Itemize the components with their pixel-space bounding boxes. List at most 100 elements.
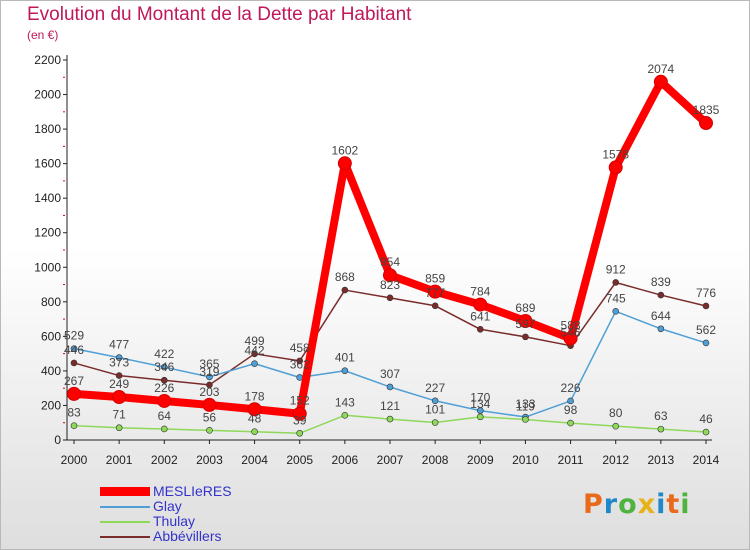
data-point (341, 367, 349, 375)
data-label: 83 (67, 406, 81, 420)
x-tick-label: 2014 (693, 453, 720, 467)
data-label: 689 (515, 301, 535, 315)
data-point (567, 397, 574, 405)
data-label: 422 (154, 347, 174, 361)
data-point (296, 429, 304, 437)
data-point (67, 386, 81, 401)
data-label: 46 (699, 412, 713, 426)
logo-letter: i (680, 489, 691, 520)
data-label: 71 (112, 408, 126, 422)
data-point (702, 339, 710, 347)
legend-label: Thulay (153, 513, 196, 529)
data-point (341, 411, 349, 419)
data-point (608, 160, 623, 175)
legend-swatch (100, 521, 150, 523)
data-label: 446 (64, 343, 84, 357)
data-label: 346 (154, 360, 174, 374)
x-tick-label: 2005 (286, 453, 313, 467)
x-tick-label: 2013 (648, 453, 675, 467)
x-tick-label: 2011 (558, 453, 584, 467)
data-point (70, 422, 78, 429)
x-tick-label: 2004 (241, 453, 268, 467)
x-tick-label: 2003 (196, 453, 223, 467)
data-label: 307 (380, 367, 400, 381)
data-label: 80 (609, 406, 623, 420)
data-label: 776 (696, 286, 716, 300)
logo-letter: r (603, 489, 619, 520)
data-label: 1835 (693, 103, 720, 117)
legend-swatch (100, 487, 150, 496)
chart-series (67, 74, 713, 437)
data-label: 597 (515, 317, 535, 331)
data-label: 133 (515, 397, 535, 411)
legend-label: Glay (153, 498, 182, 514)
data-label: 529 (64, 329, 84, 343)
proxiti-logo: Proxiti (583, 489, 691, 520)
data-label: 784 (470, 285, 490, 299)
x-tick-label: 2012 (602, 453, 629, 467)
data-label: 178 (245, 389, 265, 403)
data-point (115, 424, 123, 432)
data-label: 134 (470, 397, 490, 411)
data-label: 39 (293, 413, 307, 427)
data-point (657, 325, 665, 333)
data-label: 64 (158, 409, 172, 423)
data-label: 588 (561, 318, 581, 332)
data-label: 101 (425, 403, 445, 417)
data-point (115, 372, 123, 379)
data-label: 458 (290, 341, 310, 355)
x-tick-label: 2002 (151, 453, 178, 467)
data-label: 365 (199, 357, 219, 371)
x-tick-label: 2000 (61, 453, 88, 467)
y-tick-label: 1800 (34, 122, 61, 136)
data-point (431, 302, 439, 310)
data-label: 745 (606, 291, 626, 305)
data-label: 644 (651, 309, 671, 323)
data-point (160, 376, 168, 384)
data-point (473, 297, 488, 312)
y-tick-label: 0 (54, 433, 61, 447)
chart-data-labels: 267 249 226 203 178 152 1602 954 859 784 689 588 157… (64, 62, 720, 428)
data-point (522, 416, 529, 423)
data-label: 839 (651, 275, 671, 289)
data-point (612, 308, 620, 315)
data-label: 119 (516, 399, 535, 413)
data-point (653, 74, 668, 89)
data-point (157, 393, 172, 408)
logo-letter: P (583, 489, 604, 520)
data-point (657, 425, 665, 433)
data-label: 777 (425, 286, 445, 300)
data-label: 362 (290, 357, 310, 371)
data-point (563, 331, 578, 346)
chart-axes: 0 200 400 600 800 1000 1200 1400 1600 1800 2000 220… (34, 53, 719, 467)
legend-swatch (100, 506, 150, 508)
data-label: 226 (154, 381, 174, 395)
data-point (699, 116, 713, 131)
data-label: 499 (245, 334, 265, 348)
x-tick-label: 2008 (422, 453, 449, 467)
data-label: 152 (290, 394, 310, 408)
data-point (112, 389, 127, 404)
data-label: 319 (199, 365, 219, 379)
chart-title: Evolution du Montant de la Dette par Hab… (27, 4, 412, 25)
logo-letter: i (656, 489, 667, 520)
data-label: 954 (380, 255, 400, 269)
y-tick-label: 2200 (34, 53, 61, 67)
data-point (476, 413, 484, 421)
y-tick-label: 2000 (34, 88, 61, 102)
data-point (612, 279, 620, 286)
data-point (251, 360, 258, 367)
data-point (70, 359, 78, 367)
data-label: 442 (245, 344, 265, 358)
logo-letter: t (666, 489, 681, 520)
data-point (206, 427, 213, 434)
legend-swatch (100, 536, 150, 538)
data-point (702, 428, 710, 436)
data-point (518, 313, 533, 328)
data-point (160, 363, 168, 371)
data-label: 143 (335, 395, 355, 409)
data-label: 641 (470, 309, 490, 323)
data-label: 63 (654, 409, 668, 423)
